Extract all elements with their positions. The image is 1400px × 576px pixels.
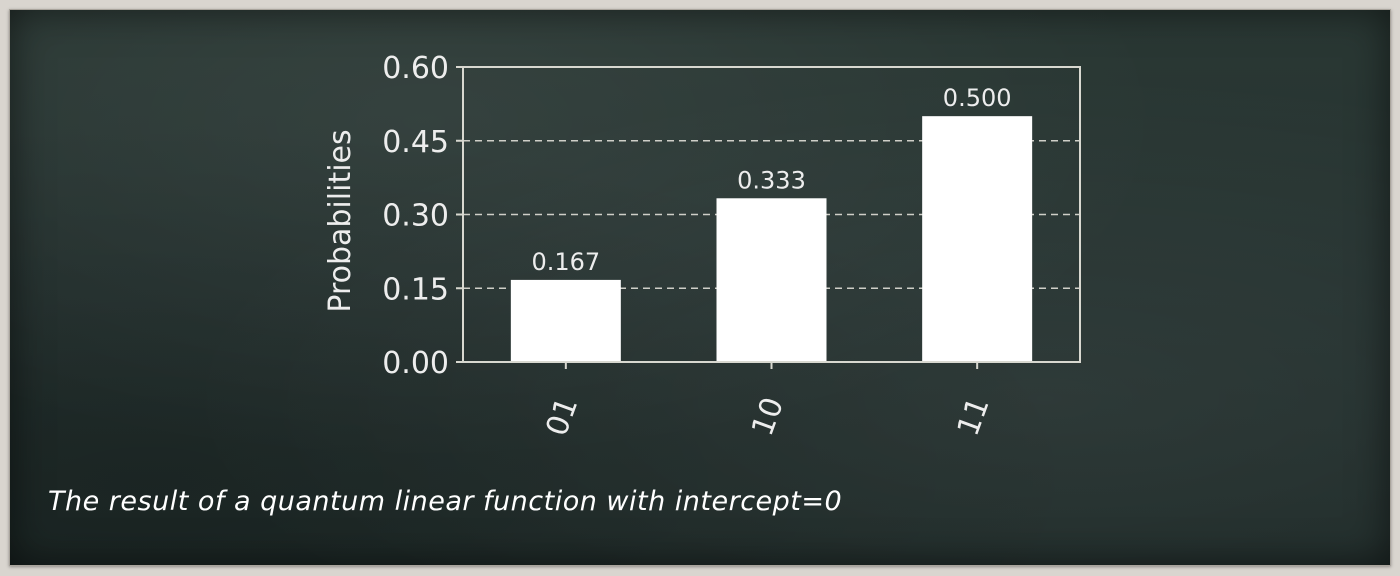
bars: [510, 116, 1033, 363]
bar-value-label: 0.167: [531, 248, 600, 276]
y-tick-label: 0.00: [382, 346, 449, 381]
bar-11: [922, 116, 1033, 363]
figure-caption: The result of a quantum linear function …: [48, 486, 843, 517]
y-tick-label: 0.60: [382, 51, 449, 86]
bar-10: [716, 198, 827, 362]
y-tick-label: 0.45: [382, 125, 449, 160]
y-tick-label: 0.30: [382, 199, 449, 234]
x-axis-ticks: 01 10 11: [539, 362, 997, 441]
y-axis-ticks: 0.00 0.15 0.30 0.45 0.60: [382, 51, 463, 381]
chalkboard: [9, 9, 1391, 566]
bar-01: [510, 279, 621, 362]
y-axis-label: Probabilities: [323, 129, 358, 312]
x-tick-label: 10: [745, 393, 791, 441]
bar-value-labels: 0.167 0.333 0.500: [531, 84, 1011, 276]
x-tick-label: 01: [539, 393, 585, 441]
bar-value-label: 0.500: [943, 84, 1012, 112]
x-tick-label: 11: [951, 393, 997, 441]
bar-value-label: 0.333: [737, 166, 806, 194]
y-tick-label: 0.15: [382, 272, 449, 307]
